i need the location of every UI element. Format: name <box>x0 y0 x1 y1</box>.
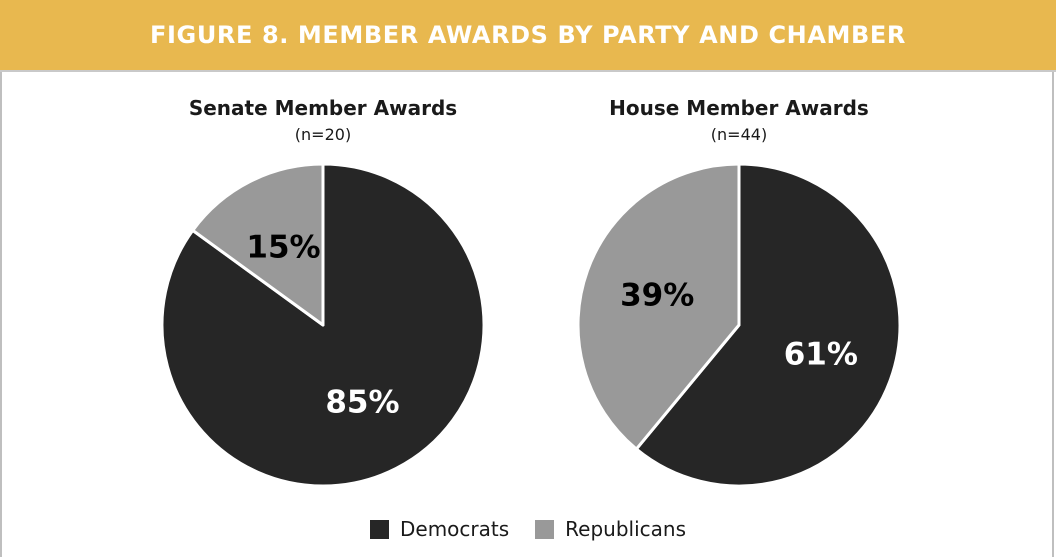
house-chart-subtitle: (n=44) <box>711 125 767 144</box>
pie-slice-republicans <box>191 162 325 327</box>
legend-swatch-republicans <box>535 519 555 539</box>
legend-label-republicans: Republicans <box>565 517 686 541</box>
figure-banner: FIGURE 8. MEMBER AWARDS BY PARTY AND CHA… <box>0 0 1056 72</box>
legend-swatch-democrats <box>369 519 389 539</box>
senate-chart-subtitle: (n=20) <box>295 125 351 144</box>
legend-item-democrats: Democrats <box>369 517 510 541</box>
legend-item-republicans: Republicans <box>535 517 686 541</box>
pie-slice-democrats <box>634 162 902 488</box>
pie-slice-republicans <box>576 162 741 451</box>
house-chart: House Member Awards (n=44) 61% 39% <box>576 96 902 488</box>
legend-label-democrats: Democrats <box>399 517 510 541</box>
slice-label-republicans: 15% <box>246 230 320 266</box>
figure-title: FIGURE 8. MEMBER AWARDS BY PARTY AND CHA… <box>150 21 906 49</box>
legend: Democrats Republicans <box>0 512 1056 546</box>
pie-charts: Senate Member Awards (n=20) 85% 15% House… <box>160 96 902 488</box>
senate-chart-title: Senate Member Awards <box>189 96 457 120</box>
house-pie: 61% 39% <box>576 162 902 488</box>
senate-chart: Senate Member Awards (n=20) 85% 15% <box>160 96 486 488</box>
senate-pie: 85% 15% <box>160 162 486 488</box>
slice-label-democrats: 61% <box>784 336 858 372</box>
slice-label-democrats: 85% <box>325 384 399 420</box>
slice-label-republicans: 39% <box>620 278 694 314</box>
house-chart-title: House Member Awards <box>609 96 869 120</box>
